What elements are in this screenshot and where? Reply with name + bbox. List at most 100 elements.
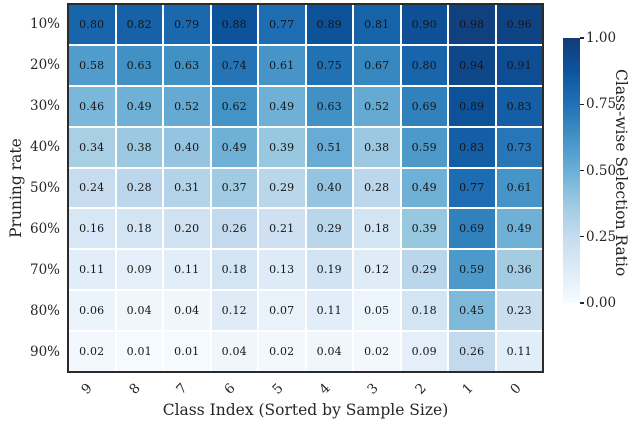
heatmap-cell: 0.01	[164, 332, 210, 371]
heatmap-plot-area: 0.80 0.82 0.79 0.88 0.77 0.89 0.81 0.90 0.98 0.96…	[67, 3, 544, 373]
colorbar-tick-mark	[580, 302, 584, 304]
x-tick-label: 0	[507, 380, 525, 398]
heatmap-cell-value: 0.77	[459, 181, 485, 195]
heatmap-cell: 0.12	[354, 250, 400, 290]
heatmap-cell: 0.61	[259, 45, 305, 85]
heatmap-cell-value: 0.96	[506, 17, 532, 31]
heatmap-cell-value: 0.06	[79, 304, 105, 318]
heatmap-cell: 0.04	[211, 332, 257, 371]
x-tick-label: 9	[78, 380, 96, 398]
heatmap-cell-value: 0.82	[126, 17, 152, 31]
heatmap-cell: 0.51	[306, 127, 352, 167]
heatmap-cell: 0.73	[496, 127, 542, 167]
x-tick-label: 6	[221, 380, 239, 398]
heatmap-cell: 0.81	[354, 5, 400, 44]
colorbar-tick-label: 0.25	[586, 228, 617, 245]
heatmap-cell-value: 0.63	[174, 58, 200, 72]
heatmap-cell-value: 0.28	[126, 181, 152, 195]
heatmap-cell-value: 0.63	[126, 58, 152, 72]
heatmap-cell-value: 0.74	[221, 58, 247, 72]
heatmap-cell-value: 0.52	[364, 99, 390, 113]
heatmap-cell: 0.94	[449, 45, 495, 85]
heatmap-cell: 0.67	[354, 45, 400, 85]
heatmap-cell-value: 0.12	[364, 263, 390, 277]
heatmap-cell-value: 0.75	[316, 58, 342, 72]
heatmap-cell-value: 0.73	[506, 140, 532, 154]
heatmap-cell-value: 0.04	[174, 304, 200, 318]
heatmap-cell-value: 0.80	[411, 58, 437, 72]
heatmap-cell: 0.74	[211, 45, 257, 85]
heatmap-cell-value: 0.04	[126, 304, 152, 318]
heatmap-cell-value: 0.04	[221, 345, 247, 359]
y-tick-label: 80%	[29, 303, 60, 320]
heatmap-cell: 0.06	[69, 291, 115, 331]
heatmap-cell-value: 0.46	[79, 99, 105, 113]
heatmap-cell: 0.46	[69, 86, 115, 126]
heatmap-cell: 0.29	[306, 209, 352, 249]
heatmap-cell-value: 0.29	[316, 222, 342, 236]
heatmap-cell: 0.28	[354, 168, 400, 208]
heatmap-cell-value: 0.59	[459, 263, 485, 277]
heatmap-cell-value: 0.88	[221, 17, 247, 31]
heatmap-cell-value: 0.28	[364, 181, 390, 195]
x-tick-label: 4	[316, 380, 335, 398]
heatmap-cell-value: 0.83	[459, 140, 485, 154]
heatmap-cell: 0.91	[496, 45, 542, 85]
heatmap-cell: 0.36	[496, 250, 542, 290]
heatmap-cell: 0.80	[401, 45, 447, 85]
heatmap-cell: 0.11	[496, 332, 542, 371]
colorbar-tick-label: 0.00	[586, 295, 617, 311]
colorbar-tick-mark	[580, 37, 584, 39]
heatmap-cell: 0.38	[116, 127, 162, 167]
heatmap-cell: 0.96	[496, 5, 542, 44]
heatmap-cell-value: 0.91	[506, 58, 532, 72]
heatmap-cell-value: 0.11	[174, 263, 200, 277]
heatmap-cell: 0.11	[69, 250, 115, 290]
heatmap-cell: 0.18	[211, 250, 257, 290]
heatmap-cell: 0.89	[306, 5, 352, 44]
heatmap-cell: 0.23	[496, 291, 542, 331]
heatmap-cell: 0.39	[401, 209, 447, 249]
colorbar-tick-label: 1.00	[586, 30, 617, 46]
heatmap-cell-value: 0.19	[316, 263, 342, 277]
heatmap-cell: 0.77	[259, 5, 305, 44]
heatmap-cell: 0.21	[259, 209, 305, 249]
heatmap-cell: 0.11	[306, 291, 352, 331]
heatmap-cell: 0.05	[354, 291, 400, 331]
heatmap-cell: 0.04	[164, 291, 210, 331]
heatmap-cell-value: 0.49	[221, 140, 247, 154]
heatmap-cell: 0.88	[211, 5, 257, 44]
heatmap-cell: 0.49	[496, 209, 542, 249]
heatmap-cell: 0.02	[354, 332, 400, 371]
heatmap-cell: 0.09	[401, 332, 447, 371]
heatmap-cell-value: 0.18	[126, 222, 152, 236]
heatmap-cell: 0.18	[354, 209, 400, 249]
heatmap-cell-value: 0.31	[174, 181, 200, 195]
heatmap-cell-value: 0.77	[269, 17, 295, 31]
heatmap-cell: 0.40	[306, 168, 352, 208]
heatmap-cell-value: 0.12	[221, 304, 247, 318]
heatmap-cell-value: 0.02	[364, 345, 390, 359]
heatmap-cell: 0.31	[164, 168, 210, 208]
x-tick-label: 3	[364, 380, 382, 398]
heatmap-cell-value: 0.62	[221, 99, 247, 113]
colorbar-tick-mark	[580, 103, 584, 105]
heatmap-cell: 0.04	[116, 291, 162, 331]
colorbar-label: Class-wise Selection Ratio	[612, 69, 630, 277]
heatmap-cell: 0.34	[69, 127, 115, 167]
heatmap-cell: 0.26	[211, 209, 257, 249]
heatmap-cell-value: 0.34	[79, 140, 105, 154]
heatmap-cell-value: 0.13	[269, 263, 295, 277]
heatmap-cell: 0.83	[496, 86, 542, 126]
heatmap-cell: 0.04	[306, 332, 352, 371]
heatmap-cell: 0.69	[449, 209, 495, 249]
heatmap-cell: 0.49	[211, 127, 257, 167]
heatmap-cell: 0.59	[401, 127, 447, 167]
y-tick-label: 60%	[29, 221, 60, 238]
heatmap-cell-value: 0.67	[364, 58, 390, 72]
heatmap-cell-value: 0.40	[174, 140, 200, 154]
heatmap-cell: 0.49	[401, 168, 447, 208]
heatmap-cell: 0.18	[401, 291, 447, 331]
heatmap-cell: 0.83	[449, 127, 495, 167]
